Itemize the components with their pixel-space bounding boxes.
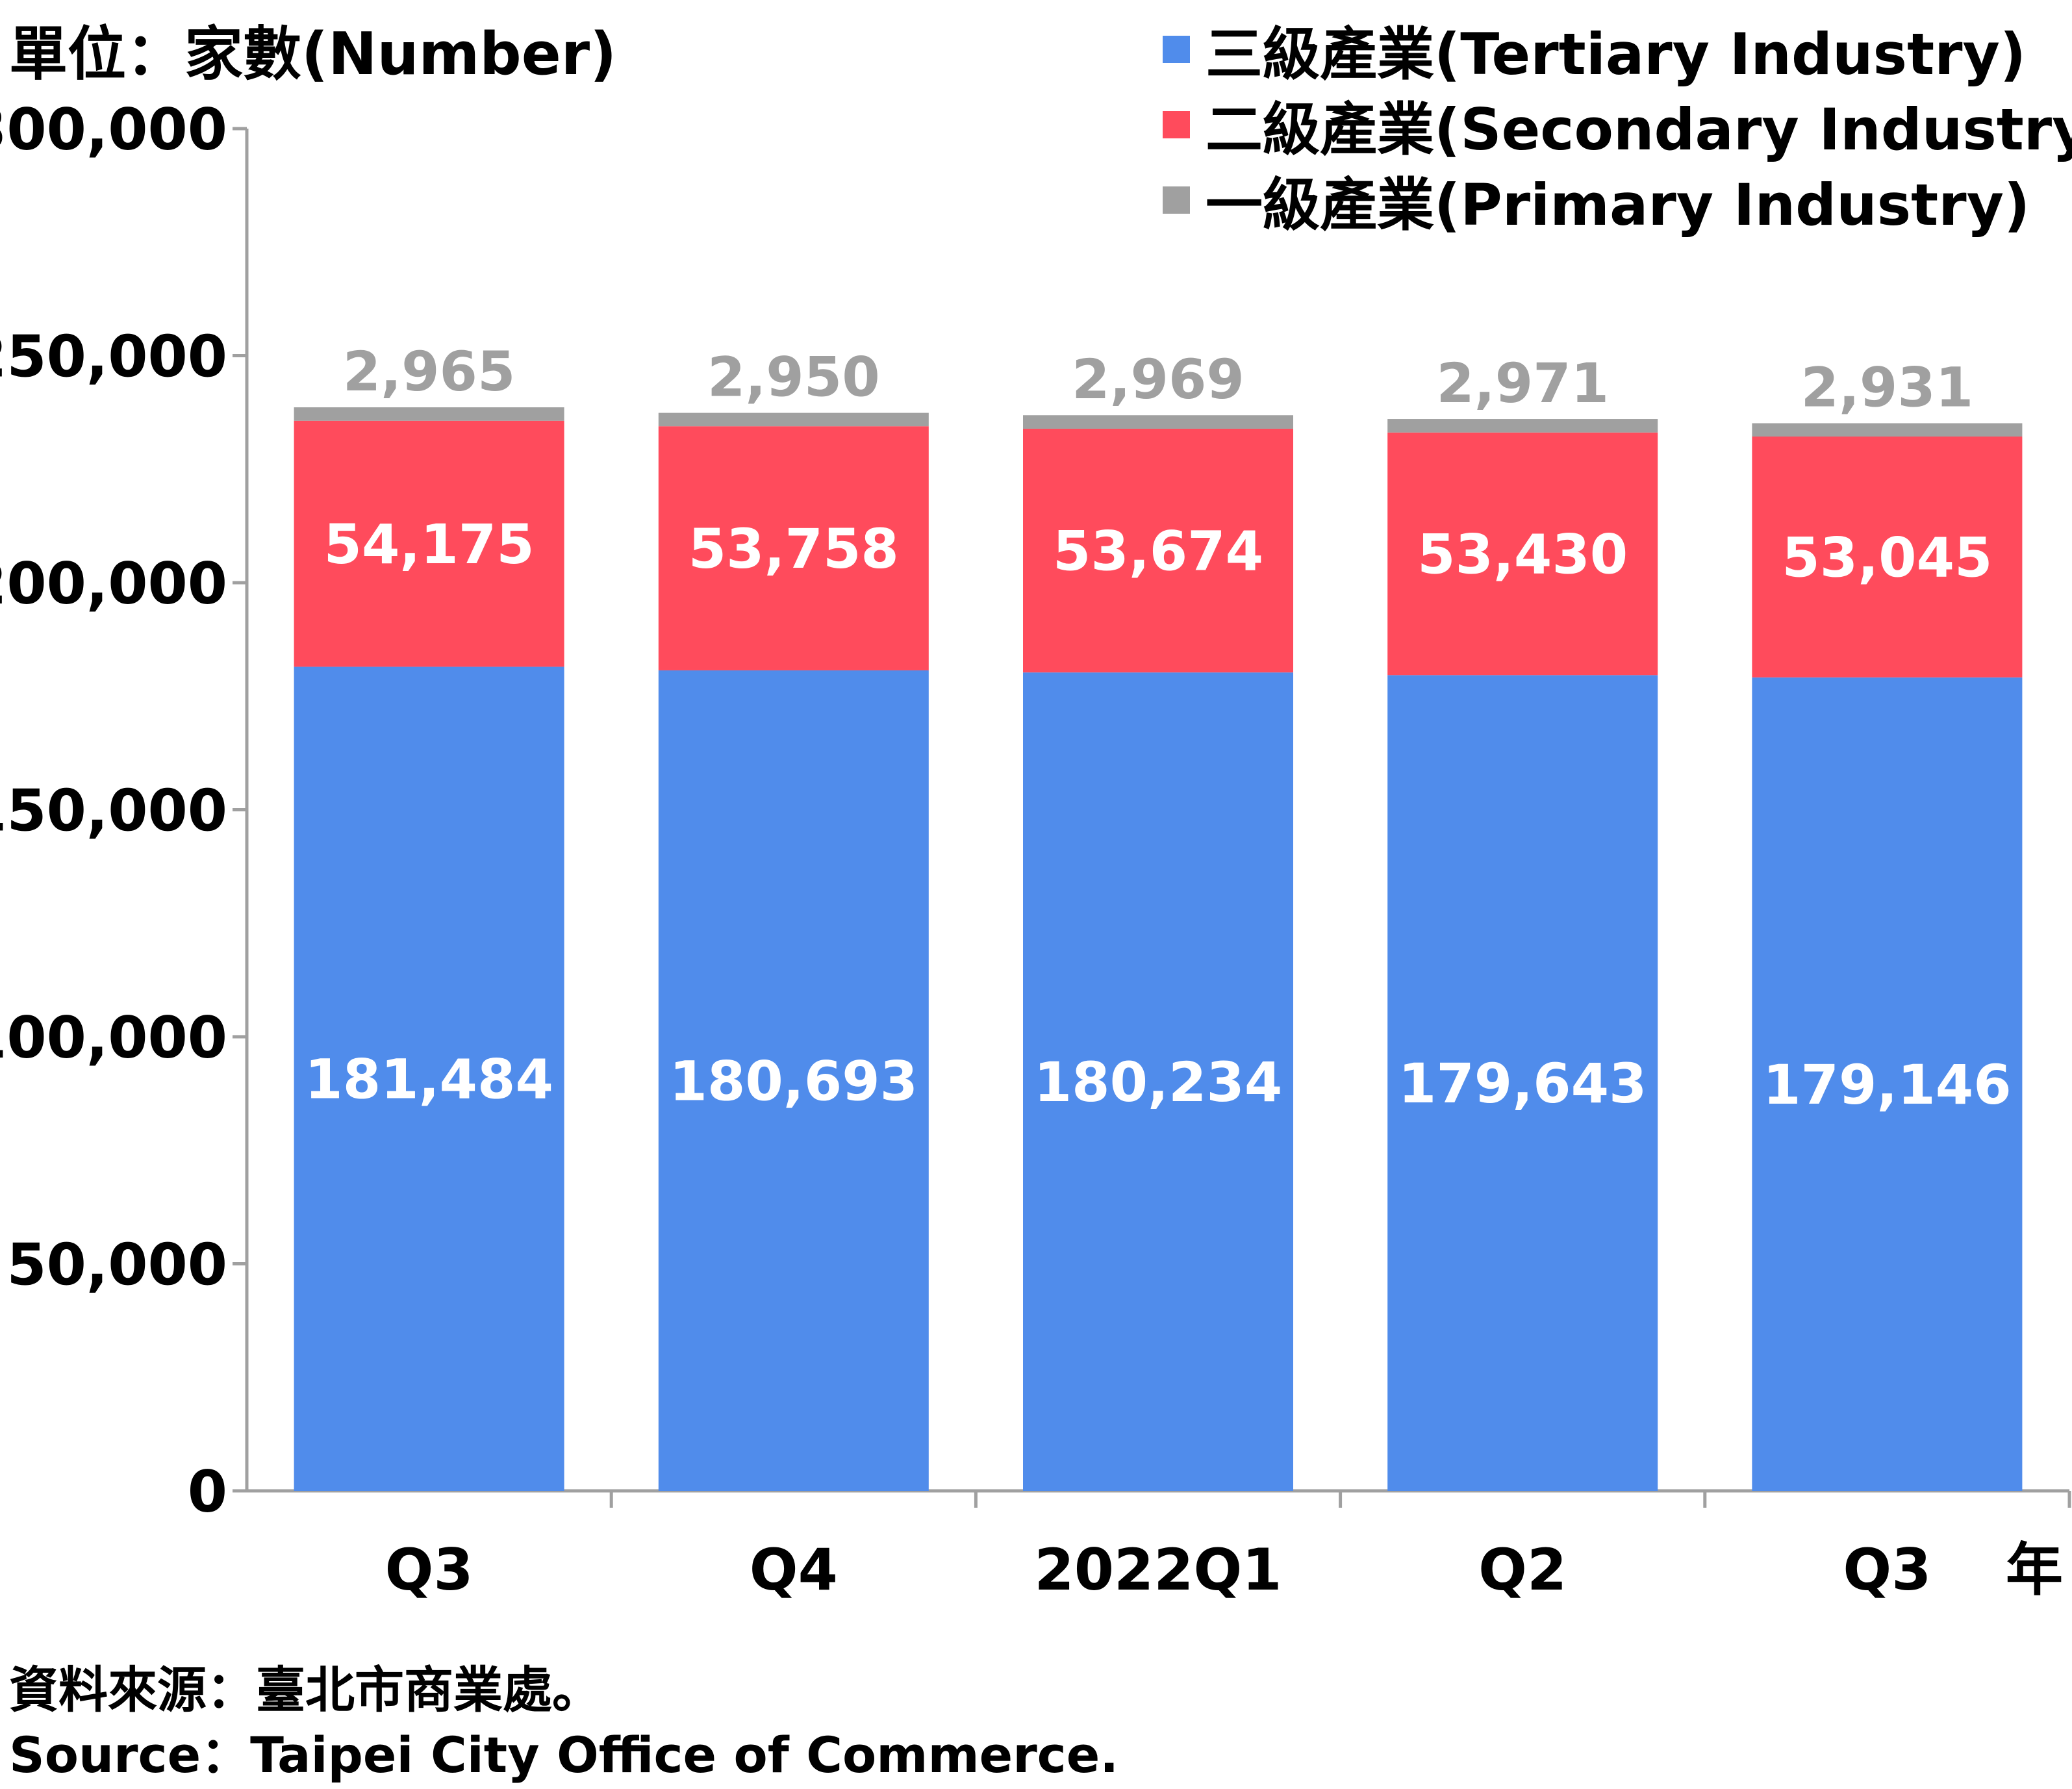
legend-swatch-primary xyxy=(1163,186,1190,214)
data-label-secondary: 54,175 xyxy=(324,513,535,576)
data-label-tertiary: 180,693 xyxy=(670,1049,918,1113)
legend: 三級產業(Tertiary Industry) 二級產業(Secondary I… xyxy=(1163,12,2072,238)
y-tick-label: 200,000 xyxy=(0,550,227,617)
bar-segment-tertiary xyxy=(1023,672,1293,1491)
unit-label: 單位：家數(Number) xyxy=(9,20,617,88)
bar-segment-secondary xyxy=(1752,436,2023,678)
source-note-en: Source：Taipei City Office of Commerce. xyxy=(9,1726,1119,1784)
x-axis-suffix: 年 xyxy=(2006,1536,2063,1603)
data-label-tertiary: 179,146 xyxy=(1763,1053,2012,1117)
data-label-tertiary: 179,643 xyxy=(1398,1052,1647,1115)
y-tick-label: 300,000 xyxy=(0,96,227,163)
y-tick-label: 0 xyxy=(188,1458,227,1525)
x-category-label: Q3 xyxy=(385,1536,474,1603)
x-category-label: Q2 xyxy=(1478,1536,1567,1603)
bar-segment-primary xyxy=(1387,419,1658,433)
data-label-tertiary: 181,484 xyxy=(305,1048,553,1111)
data-label-primary: 2,965 xyxy=(343,340,516,403)
data-label-secondary: 53,430 xyxy=(1417,523,1628,587)
x-category-label: 2022Q1 xyxy=(1035,1536,1282,1603)
data-label-secondary: 53,045 xyxy=(1782,526,1992,589)
data-label-primary: 2,969 xyxy=(1072,348,1244,411)
legend-item-secondary: 二級產業(Secondary Industry) xyxy=(1163,87,2072,163)
data-label-primary: 2,971 xyxy=(1436,351,1609,415)
data-label-secondary: 53,674 xyxy=(1053,520,1263,583)
legend-label-tertiary: 三級產業(Tertiary Industry) xyxy=(1206,20,2027,88)
bar-segment-tertiary xyxy=(294,666,564,1491)
y-tick-label: 250,000 xyxy=(0,324,227,390)
data-label-tertiary: 180,234 xyxy=(1034,1050,1283,1114)
legend-swatch-secondary xyxy=(1163,111,1190,138)
source-note-zh: 資料來源：臺北市商業處。 xyxy=(9,1661,601,1719)
bar-segment-secondary xyxy=(1387,432,1658,676)
legend-label-secondary: 二級產業(Secondary Industry) xyxy=(1206,95,2072,163)
bar-segment-primary xyxy=(294,407,564,421)
legend-item-primary: 一級產業(Primary Industry) xyxy=(1163,162,2072,238)
data-label-secondary: 53,758 xyxy=(689,517,899,581)
data-label-primary: 2,950 xyxy=(707,346,880,409)
legend-swatch-tertiary xyxy=(1163,36,1190,63)
legend-label-primary: 一級產業(Primary Industry) xyxy=(1206,171,2030,238)
y-tick-label: 100,000 xyxy=(0,1004,227,1071)
bar-segment-primary xyxy=(1023,415,1293,429)
bar-segment-tertiary xyxy=(658,670,929,1491)
bar-segment-primary xyxy=(658,412,929,427)
y-tick-label: 150,000 xyxy=(0,778,227,844)
data-label-primary: 2,931 xyxy=(1801,355,1974,419)
bar-segment-secondary xyxy=(1023,428,1293,673)
bar-segment-tertiary xyxy=(1752,677,2023,1491)
y-tick-label: 50,000 xyxy=(6,1232,227,1299)
bar-segment-secondary xyxy=(658,426,929,670)
legend-item-tertiary: 三級產業(Tertiary Industry) xyxy=(1163,12,2072,88)
x-category-label: Q3 xyxy=(1843,1536,1931,1603)
bar-segment-secondary xyxy=(294,420,564,667)
bar-segment-primary xyxy=(1752,423,2023,437)
x-category-label: Q4 xyxy=(750,1536,838,1603)
bar-segment-tertiary xyxy=(1387,675,1658,1491)
